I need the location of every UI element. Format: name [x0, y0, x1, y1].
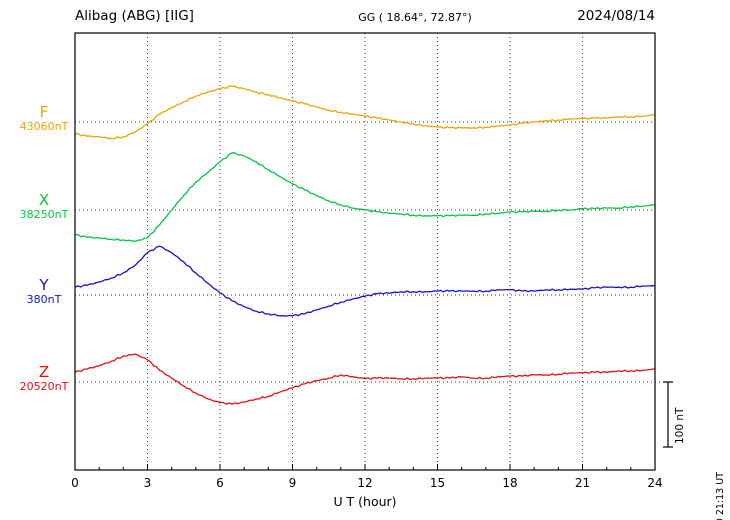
x-tick-label: 24: [647, 476, 663, 490]
station-title: Alibag (ABG) [IIG]: [75, 8, 194, 24]
x-tick-label: 0: [71, 476, 79, 490]
component-baseline-z: 20520nT: [19, 379, 69, 393]
x-tick-label: 15: [429, 476, 446, 490]
geographic-coordinates: GG ( 18.64°, 72.87°): [358, 11, 472, 24]
x-axis-title: U T (hour): [333, 494, 397, 509]
x-tick-label: 9: [288, 476, 297, 490]
x-tick-label: 18: [502, 476, 518, 490]
x-tick-label: 21: [574, 476, 591, 490]
component-label-f: F 43060nT: [16, 104, 72, 133]
scale-bar-label: 100 nT: [674, 407, 686, 444]
x-tick-label: 12: [357, 476, 373, 490]
component-baseline-f: 43060nT: [19, 119, 69, 133]
component-letter-y: Y: [39, 276, 49, 294]
component-label-x: X 38250nT: [16, 192, 72, 221]
plotted-at-timestamp: Plotted at 2024/08/20 21:13 UT: [715, 472, 726, 520]
x-tick-label: 6: [216, 476, 224, 490]
component-baseline-y: 380nT: [26, 292, 62, 306]
component-letter-f: F: [39, 103, 49, 121]
plot-date: 2024/08/14: [577, 8, 655, 24]
component-letter-x: X: [38, 191, 50, 209]
component-label-z: Z 20520nT: [16, 364, 72, 393]
component-label-y: Y 380nT: [16, 277, 72, 306]
x-tick-label: 3: [143, 476, 152, 490]
component-letter-z: Z: [38, 363, 50, 381]
component-baseline-x: 38250nT: [19, 207, 69, 221]
